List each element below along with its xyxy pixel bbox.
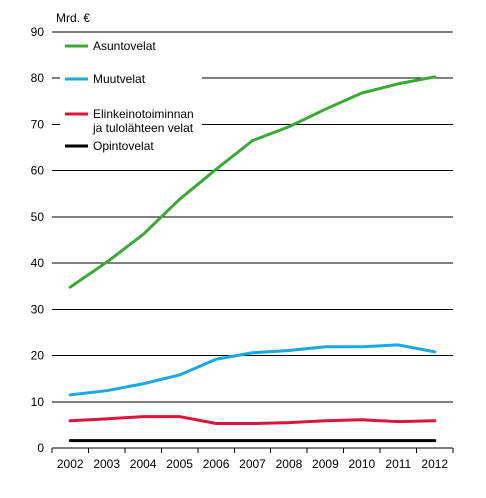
legend-label-0: Asuntovelat: [93, 39, 156, 53]
series-line-0: [68, 75, 437, 289]
legend-label-line: Elinkeinotoiminnan: [93, 107, 194, 121]
x-tick-label-2002: 2002: [57, 457, 84, 471]
y-tick-label-80: 80: [31, 71, 45, 85]
legend-label-1: Muutvelat: [93, 72, 146, 86]
x-tick-label-2011: 2011: [385, 457, 411, 471]
x-tick-label-2012: 2012: [421, 457, 448, 471]
x-tick-label-2003: 2003: [93, 457, 120, 471]
legend-label-line: Opintovelat: [93, 139, 154, 153]
y-tick-label-60: 60: [31, 164, 45, 178]
series-lines: [68, 75, 437, 443]
axes: Mrd. € 0 10 20 30 40 50 60 70 80 90 2002 2003 2004 20…: [31, 11, 454, 471]
x-tick-label-2005: 2005: [166, 457, 193, 471]
y-tick-label-70: 70: [31, 117, 45, 131]
y-tick-label-0: 0: [37, 441, 44, 455]
x-tick-label-2004: 2004: [130, 457, 157, 471]
x-tick-label-2009: 2009: [312, 457, 339, 471]
legend-label-2: Elinkeinotoiminnan ja tulolähteen velat: [92, 107, 194, 135]
x-tick-label-2008: 2008: [276, 457, 303, 471]
series-line-1: [68, 343, 437, 397]
x-tick-label-2006: 2006: [203, 457, 230, 471]
y-tick-label-10: 10: [31, 395, 45, 409]
y-tick-label-40: 40: [31, 256, 45, 270]
x-tick-label-2010: 2010: [349, 457, 376, 471]
legend-background: [60, 39, 202, 153]
y-tick-label-50: 50: [31, 210, 45, 224]
y-tick-label-20: 20: [31, 349, 45, 363]
y-tick-label-30: 30: [31, 302, 45, 316]
x-tick-label-2007: 2007: [239, 457, 266, 471]
y-tick-label-90: 90: [31, 25, 45, 39]
legend-label-line: ja tulolähteen velat: [92, 121, 194, 135]
legend-label-line: Asuntovelat: [93, 39, 156, 53]
legend-label-3: Opintovelat: [93, 139, 154, 153]
y-axis-unit-label: Mrd. €: [56, 11, 90, 25]
series-line-2: [68, 415, 437, 425]
legend-label-line: Muutvelat: [93, 72, 146, 86]
legend: Asuntovelat Muutvelat Elinkeinotoiminnan ja…: [60, 39, 202, 153]
